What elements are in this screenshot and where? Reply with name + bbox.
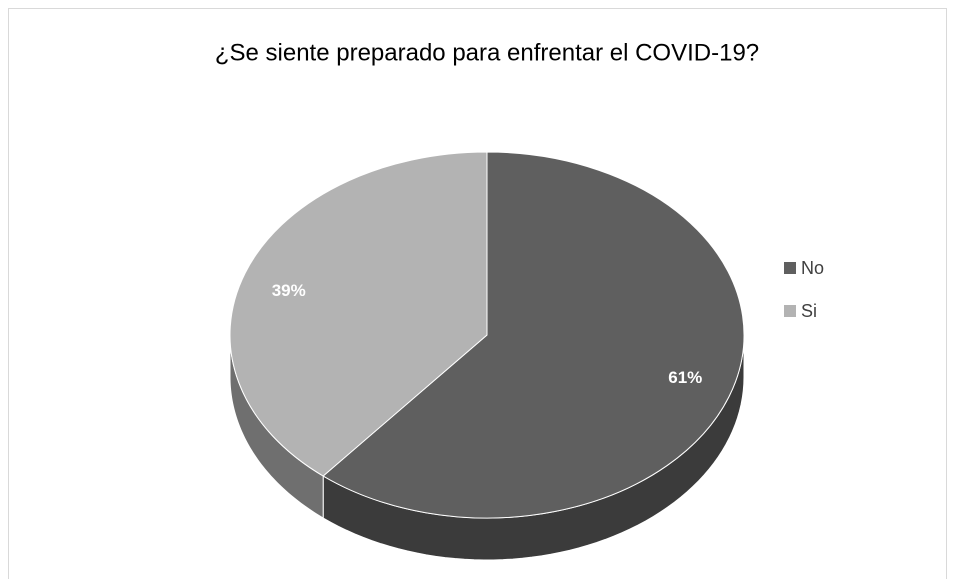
slice: [229, 151, 488, 477]
legend-swatch: [784, 262, 796, 274]
data-label: 39%: [272, 281, 306, 300]
slice: [322, 151, 745, 519]
chart-title: ¿Se siente preparado para enfrentar el C…: [215, 39, 759, 66]
legend-swatch: [784, 305, 796, 317]
data-label: 61%: [668, 368, 702, 387]
legend-label: Si: [801, 301, 817, 321]
legend-label: No: [801, 258, 824, 278]
